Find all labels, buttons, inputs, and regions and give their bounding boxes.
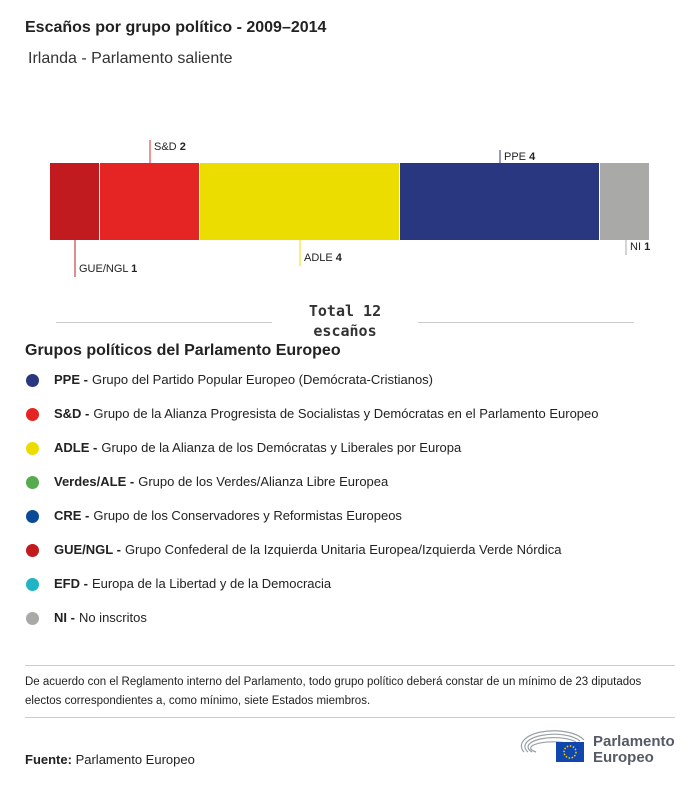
- legend-item: Verdes/ALE - Grupo de los Verdes/Alianza …: [25, 474, 599, 508]
- legend-swatch: [26, 408, 39, 421]
- legend-item: ADLE - Grupo de la Alianza de los Demócra…: [25, 440, 599, 474]
- total-line2: escaños: [313, 322, 377, 340]
- bar-segment-adle: [200, 163, 399, 240]
- data-label: NI 1: [630, 241, 650, 253]
- legend-desc: Grupo Confederal de la Izquierda Unitari…: [124, 542, 562, 557]
- legend-item: CRE - Grupo de los Conservadores y Reform…: [25, 508, 599, 542]
- legend-swatch: [26, 442, 39, 455]
- parliament-logo: Parlamento Europeo: [520, 728, 680, 768]
- source-label: Fuente:: [25, 752, 72, 767]
- legend-title: Grupos políticos del Parlamento Europeo: [25, 342, 341, 359]
- chart-subtitle: Irlanda - Parlamento saliente: [28, 50, 233, 67]
- bar-segment-sd: [100, 163, 199, 240]
- legend-desc: Grupo del Partido Popular Europeo (Demóc…: [91, 372, 434, 387]
- total-seats: Total 12 escaños: [272, 301, 418, 341]
- legend-swatch: [26, 544, 39, 557]
- note-divider-bottom: [25, 717, 675, 718]
- divider-left: [56, 322, 272, 323]
- bar-segment-guengl: [50, 163, 99, 240]
- note-divider-top: [25, 665, 675, 666]
- footnote: De acuerdo con el Reglamento interno del…: [25, 676, 642, 707]
- legend-desc: Grupo de la Alianza Progresista de Socia…: [93, 406, 599, 421]
- hemicycle-eu-flag-icon: [520, 730, 585, 762]
- legend-abbr: ADLE -: [54, 440, 98, 455]
- chart-title: Escaños por grupo político - 2009–2014: [25, 19, 327, 36]
- legend-item: EFD - Europa de la Libertad y de la Democ…: [25, 576, 599, 610]
- bar-segment-ni: [600, 163, 649, 240]
- legend-desc: Grupo de la Alianza de los Demócratas y …: [101, 440, 462, 455]
- legend: PPE - Grupo del Partido Popular Europeo (…: [25, 372, 599, 644]
- legend-desc: Europa de la Libertad y de la Democracia: [91, 576, 332, 591]
- data-label: ADLE 4: [304, 252, 343, 264]
- divider-right: [418, 322, 634, 323]
- logo-line1: Parlamento: [593, 733, 675, 750]
- legend-item: GUE/NGL - Grupo Confederal de la Izquierd…: [25, 542, 599, 576]
- data-label: GUE/NGL 1: [79, 263, 137, 275]
- legend-desc: Grupo de los Verdes/Alianza Libre Europe…: [138, 474, 389, 489]
- legend-swatch: [26, 374, 39, 387]
- legend-abbr: CRE -: [54, 508, 90, 523]
- legend-desc: Grupo de los Conservadores y Reformistas…: [93, 508, 402, 523]
- legend-swatch: [26, 510, 39, 523]
- seat-bar-chart: GUE/NGL 1 S&D 2 ADLE 4 PPE 4 NI 1: [50, 140, 650, 277]
- legend-abbr: PPE -: [54, 372, 88, 387]
- legend-swatch: [26, 612, 39, 625]
- bar-segment-ppe: [400, 163, 599, 240]
- source: Fuente: Parlamento Europeo: [25, 752, 195, 767]
- legend-abbr: S&D -: [54, 406, 90, 421]
- legend-swatch: [26, 476, 39, 489]
- legend-item: S&D - Grupo de la Alianza Progresista de …: [25, 406, 599, 440]
- legend-abbr: Verdes/ALE -: [54, 474, 135, 489]
- data-label: S&D 2: [154, 141, 186, 153]
- legend-swatch: [26, 578, 39, 591]
- legend-abbr: GUE/NGL -: [54, 542, 121, 557]
- legend-abbr: EFD -: [54, 576, 88, 591]
- logo-line2: Europeo: [593, 749, 654, 766]
- data-label: PPE 4: [504, 151, 536, 163]
- total-line1: Total 12: [308, 302, 382, 320]
- legend-abbr: NI -: [54, 610, 75, 625]
- legend-item: PPE - Grupo del Partido Popular Europeo (…: [25, 372, 599, 406]
- legend-desc: No inscritos: [78, 610, 147, 625]
- legend-item: NI - No inscritos: [25, 610, 599, 644]
- source-value: Parlamento Europeo: [75, 752, 195, 767]
